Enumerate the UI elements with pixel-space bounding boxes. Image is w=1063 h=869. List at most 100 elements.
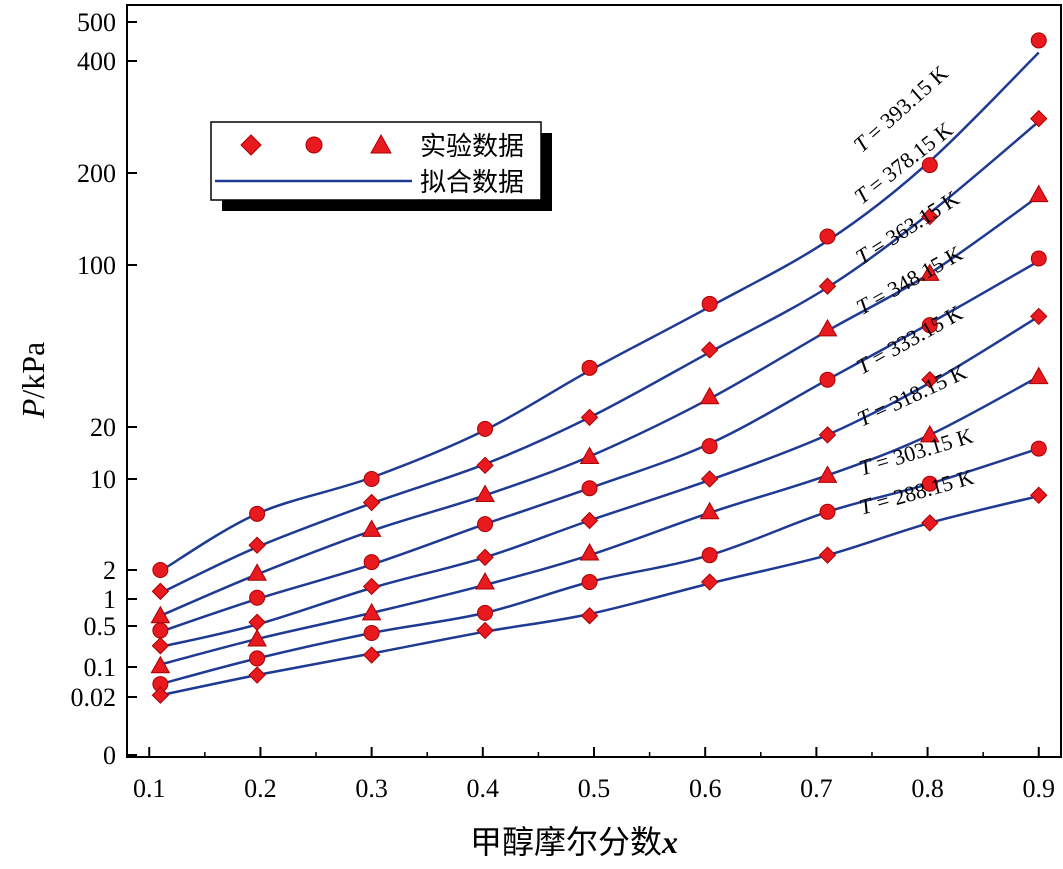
data-point-circle xyxy=(249,650,266,667)
fit-line xyxy=(160,494,1040,697)
y-tick-label: 500 xyxy=(77,8,116,37)
data-point-circle xyxy=(819,503,836,520)
legend: 实验数据 拟合数据 xyxy=(210,121,552,211)
data-point-triangle xyxy=(699,386,720,405)
y-axis-variable: P xyxy=(15,399,51,420)
x-tick-label: 0.8 xyxy=(911,774,944,803)
legend-experimental-label: 实验数据 xyxy=(420,132,524,162)
x-axis-variable: x xyxy=(661,824,678,860)
data-point-diamond xyxy=(248,666,266,684)
y-tick-label: 0 xyxy=(103,741,116,770)
data-point-diamond xyxy=(362,646,381,664)
data-point-circle xyxy=(363,554,380,571)
data-point-diamond xyxy=(248,536,266,554)
y-tick-label: 0.5 xyxy=(84,612,117,641)
data-point-triangle xyxy=(699,501,720,520)
data-point-diamond xyxy=(921,207,939,226)
data-point-circle xyxy=(363,471,380,487)
fit-line xyxy=(160,375,1040,666)
data-point-circle xyxy=(819,228,836,245)
data-point-triangle xyxy=(150,655,171,674)
y-tick-label: 20 xyxy=(90,413,116,442)
x-tick-label: 0.9 xyxy=(1023,774,1056,803)
data-markers xyxy=(150,32,1049,704)
y-tick-label: 2 xyxy=(103,556,116,585)
y-tick-label: 10 xyxy=(90,465,116,494)
x-tick-label: 0.6 xyxy=(689,774,722,803)
data-point-diamond xyxy=(818,546,837,564)
data-point-triangle xyxy=(247,563,267,581)
data-point-diamond xyxy=(362,577,381,596)
data-point-triangle xyxy=(817,465,838,483)
data-point-diamond xyxy=(1030,109,1048,128)
data-point-diamond xyxy=(580,511,599,530)
fit-line xyxy=(160,315,1040,649)
data-point-diamond xyxy=(476,621,494,640)
y-tick-label: 0.02 xyxy=(71,683,117,712)
data-point-triangle xyxy=(817,318,838,337)
data-point-diamond xyxy=(1030,486,1048,504)
data-point-circle xyxy=(581,574,598,591)
data-point-triangle xyxy=(475,572,495,590)
fit-line xyxy=(159,51,1040,573)
data-point-triangle xyxy=(361,602,382,621)
data-point-circle xyxy=(477,420,494,437)
data-point-diamond xyxy=(1030,307,1048,326)
data-point-diamond xyxy=(700,341,719,359)
data-point-circle xyxy=(701,547,718,564)
data-point-diamond xyxy=(151,582,170,601)
legend-diamond-marker xyxy=(240,134,262,156)
y-tick-label: 200 xyxy=(77,159,116,188)
data-point-circle xyxy=(921,317,938,334)
data-point-diamond xyxy=(151,637,170,655)
data-point-circle xyxy=(1030,250,1047,267)
data-point-diamond xyxy=(362,493,381,512)
data-point-circle xyxy=(819,371,836,388)
data-point-diamond xyxy=(580,607,599,625)
data-point-diamond xyxy=(476,456,494,475)
x-axis-title: 甲醇摩尔分数x xyxy=(470,823,678,861)
data-point-circle xyxy=(581,480,598,497)
x-tick-label: 0.7 xyxy=(800,774,833,803)
data-point-circle xyxy=(152,622,169,639)
data-point-circle xyxy=(477,604,494,621)
data-point-triangle xyxy=(919,424,940,443)
x-tick-label: 0.4 xyxy=(467,774,500,803)
legend-circle-marker xyxy=(305,136,323,154)
data-point-circle xyxy=(921,475,938,492)
y-tick-label: 0.1 xyxy=(84,653,117,682)
legend-triangle-marker xyxy=(370,133,392,154)
data-point-triangle xyxy=(475,484,495,503)
data-point-circle xyxy=(249,589,266,606)
data-point-triangle xyxy=(579,446,600,464)
data-point-circle xyxy=(1030,32,1047,49)
data-point-triangle xyxy=(150,605,171,624)
data-point-diamond xyxy=(700,573,719,591)
data-point-circle xyxy=(249,505,266,522)
legend-fit-label: 拟合数据 xyxy=(420,168,524,198)
y-axis-title: P/kPa xyxy=(15,342,51,419)
data-point-circle xyxy=(581,359,598,376)
data-point-circle xyxy=(921,157,938,174)
data-point-diamond xyxy=(921,370,939,389)
data-point-diamond xyxy=(248,613,266,631)
y-tick-label: 100 xyxy=(77,251,116,280)
data-point-diamond xyxy=(580,408,599,427)
data-point-triangle xyxy=(919,263,940,281)
x-tick-label: 0.3 xyxy=(355,774,388,803)
y-tick-label: 1 xyxy=(103,585,116,614)
data-point-triangle xyxy=(1028,184,1049,203)
data-point-diamond xyxy=(151,686,170,704)
data-point-circle xyxy=(363,624,380,641)
data-point-circle xyxy=(477,516,494,533)
x-tick-label: 0.5 xyxy=(578,774,611,803)
data-point-circle xyxy=(701,295,718,312)
legend-box xyxy=(210,121,542,201)
data-point-circle xyxy=(1030,440,1047,457)
axis-ticks: 0.1 0.2 0.3 0.4 0.5 0.6 0.7 0.8 0.95004002001002… xyxy=(71,8,1056,803)
data-point-diamond xyxy=(818,426,837,444)
data-point-diamond xyxy=(818,277,837,295)
data-point-circle xyxy=(152,562,169,578)
x-axis-title-text: 甲醇摩尔分数 xyxy=(470,823,662,861)
data-point-diamond xyxy=(476,548,494,567)
